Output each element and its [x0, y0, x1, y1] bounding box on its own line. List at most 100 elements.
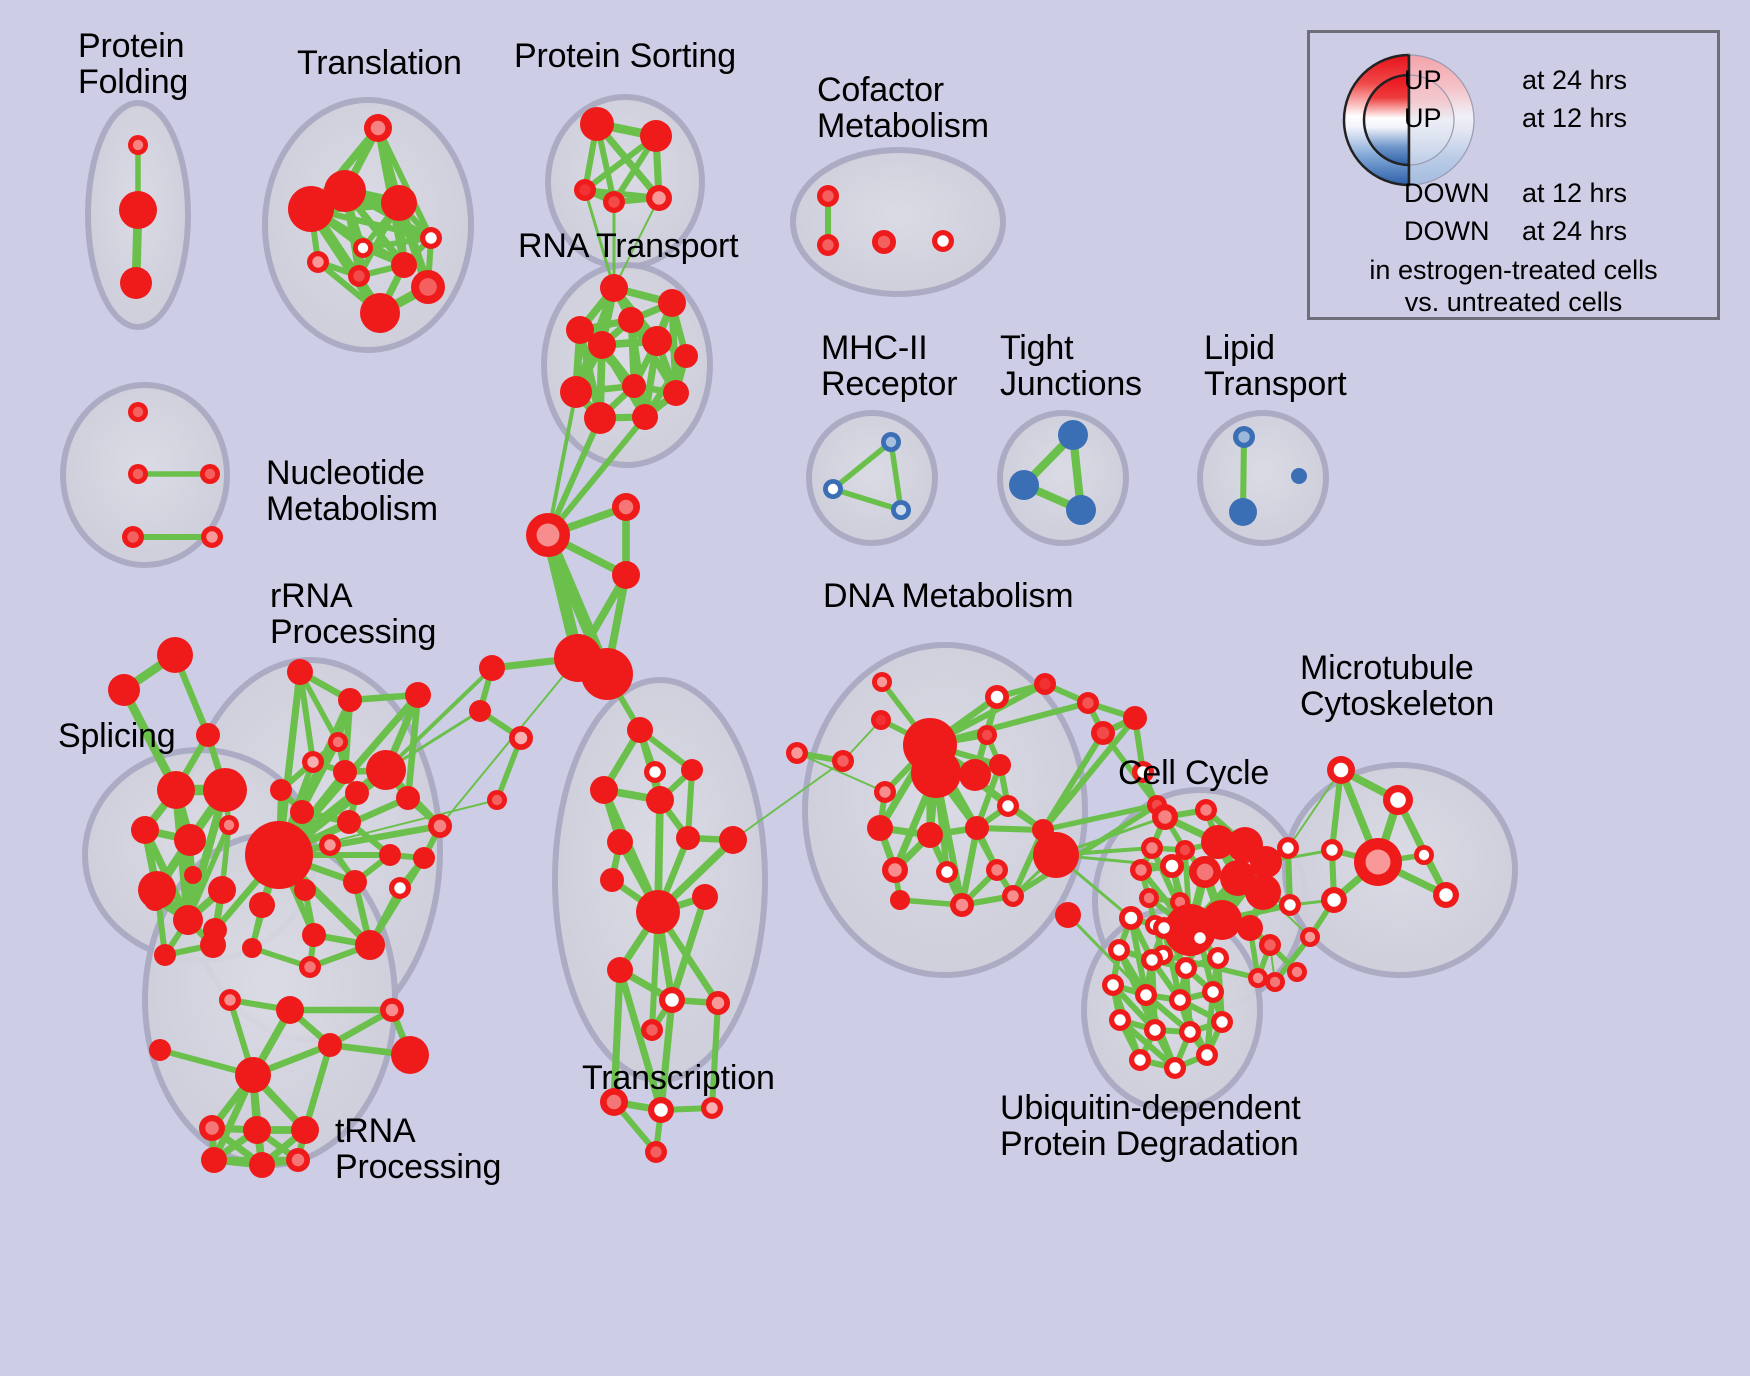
graph-node[interactable]: [1287, 962, 1307, 982]
graph-node[interactable]: [1233, 426, 1255, 448]
graph-node[interactable]: [149, 1039, 171, 1061]
graph-node[interactable]: [208, 876, 236, 904]
graph-node[interactable]: [196, 723, 220, 747]
graph-node[interactable]: [1201, 825, 1235, 859]
graph-node[interactable]: [302, 923, 326, 947]
graph-node[interactable]: [882, 857, 908, 883]
graph-node[interactable]: [1169, 989, 1191, 1011]
graph-node[interactable]: [867, 815, 893, 841]
graph-node[interactable]: [1195, 799, 1217, 821]
graph-node[interactable]: [580, 107, 614, 141]
graph-node[interactable]: [1129, 1049, 1151, 1071]
graph-node[interactable]: [199, 1115, 225, 1141]
graph-node[interactable]: [618, 307, 644, 333]
graph-node[interactable]: [560, 376, 592, 408]
graph-node[interactable]: [366, 750, 406, 790]
graph-node[interactable]: [786, 742, 808, 764]
graph-node[interactable]: [832, 750, 854, 772]
graph-node[interactable]: [291, 1116, 319, 1144]
graph-node[interactable]: [108, 674, 140, 706]
graph-node[interactable]: [1164, 1057, 1186, 1079]
graph-node[interactable]: [1259, 934, 1281, 956]
graph-node[interactable]: [1032, 819, 1054, 841]
graph-node[interactable]: [1091, 721, 1115, 745]
graph-node[interactable]: [487, 790, 507, 810]
graph-node[interactable]: [174, 824, 206, 856]
graph-node[interactable]: [627, 717, 653, 743]
graph-node[interactable]: [1109, 1009, 1131, 1031]
graph-node[interactable]: [219, 989, 241, 1011]
graph-node[interactable]: [355, 930, 385, 960]
graph-node[interactable]: [676, 826, 700, 850]
graph-node[interactable]: [276, 996, 304, 1024]
graph-node[interactable]: [1202, 900, 1242, 940]
graph-node[interactable]: [817, 234, 839, 256]
graph-node[interactable]: [509, 726, 533, 750]
graph-node[interactable]: [1055, 902, 1081, 928]
graph-node[interactable]: [706, 991, 730, 1015]
graph-node[interactable]: [646, 786, 674, 814]
graph-node[interactable]: [288, 186, 334, 232]
graph-node[interactable]: [318, 1033, 342, 1057]
graph-node[interactable]: [823, 479, 843, 499]
graph-node[interactable]: [1175, 840, 1195, 860]
graph-node[interactable]: [391, 1036, 429, 1074]
graph-node[interactable]: [154, 944, 176, 966]
graph-node[interactable]: [353, 238, 373, 258]
graph-node[interactable]: [646, 185, 672, 211]
graph-node[interactable]: [122, 526, 144, 548]
graph-node[interactable]: [389, 877, 411, 899]
graph-node[interactable]: [411, 270, 445, 304]
graph-node[interactable]: [249, 1152, 275, 1178]
graph-node[interactable]: [603, 191, 625, 213]
graph-node[interactable]: [200, 932, 226, 958]
graph-node[interactable]: [420, 227, 442, 249]
graph-node[interactable]: [1077, 692, 1099, 714]
graph-node[interactable]: [1141, 837, 1163, 859]
graph-node[interactable]: [645, 1141, 667, 1163]
graph-node[interactable]: [1321, 887, 1347, 913]
graph-node[interactable]: [1034, 673, 1056, 695]
graph-node[interactable]: [120, 267, 152, 299]
graph-node[interactable]: [1189, 856, 1221, 888]
graph-node[interactable]: [1300, 927, 1320, 947]
graph-node[interactable]: [932, 230, 954, 252]
graph-node[interactable]: [588, 331, 616, 359]
graph-node[interactable]: [641, 1019, 663, 1041]
graph-node[interactable]: [1383, 785, 1413, 815]
graph-node[interactable]: [1160, 854, 1184, 878]
graph-node[interactable]: [1175, 957, 1197, 979]
graph-node[interactable]: [1202, 981, 1224, 1003]
graph-node[interactable]: [1144, 1019, 1166, 1041]
graph-node[interactable]: [663, 380, 689, 406]
graph-node[interactable]: [1237, 915, 1263, 941]
graph-node[interactable]: [128, 464, 148, 484]
graph-node[interactable]: [405, 682, 431, 708]
graph-node[interactable]: [319, 834, 341, 856]
graph-node[interactable]: [1066, 495, 1096, 525]
graph-node[interactable]: [817, 185, 839, 207]
graph-node[interactable]: [891, 500, 911, 520]
graph-node[interactable]: [360, 293, 400, 333]
graph-node[interactable]: [1279, 894, 1301, 916]
graph-node[interactable]: [1248, 968, 1268, 988]
graph-node[interactable]: [1033, 832, 1079, 878]
graph-node[interactable]: [692, 884, 718, 910]
graph-node[interactable]: [287, 659, 313, 685]
graph-node[interactable]: [612, 493, 640, 521]
graph-node[interactable]: [184, 866, 202, 884]
graph-node[interactable]: [1189, 927, 1211, 949]
graph-node[interactable]: [299, 956, 321, 978]
graph-node[interactable]: [245, 821, 313, 889]
graph-node[interactable]: [479, 655, 505, 681]
graph-node[interactable]: [872, 672, 892, 692]
graph-node[interactable]: [674, 344, 698, 368]
graph-node[interactable]: [911, 748, 961, 798]
graph-node[interactable]: [1414, 845, 1434, 865]
graph-node[interactable]: [1058, 420, 1088, 450]
graph-node[interactable]: [1123, 706, 1147, 730]
graph-node[interactable]: [381, 185, 417, 221]
graph-node[interactable]: [380, 998, 404, 1022]
graph-node[interactable]: [1211, 1011, 1233, 1033]
graph-node[interactable]: [1196, 1044, 1218, 1066]
